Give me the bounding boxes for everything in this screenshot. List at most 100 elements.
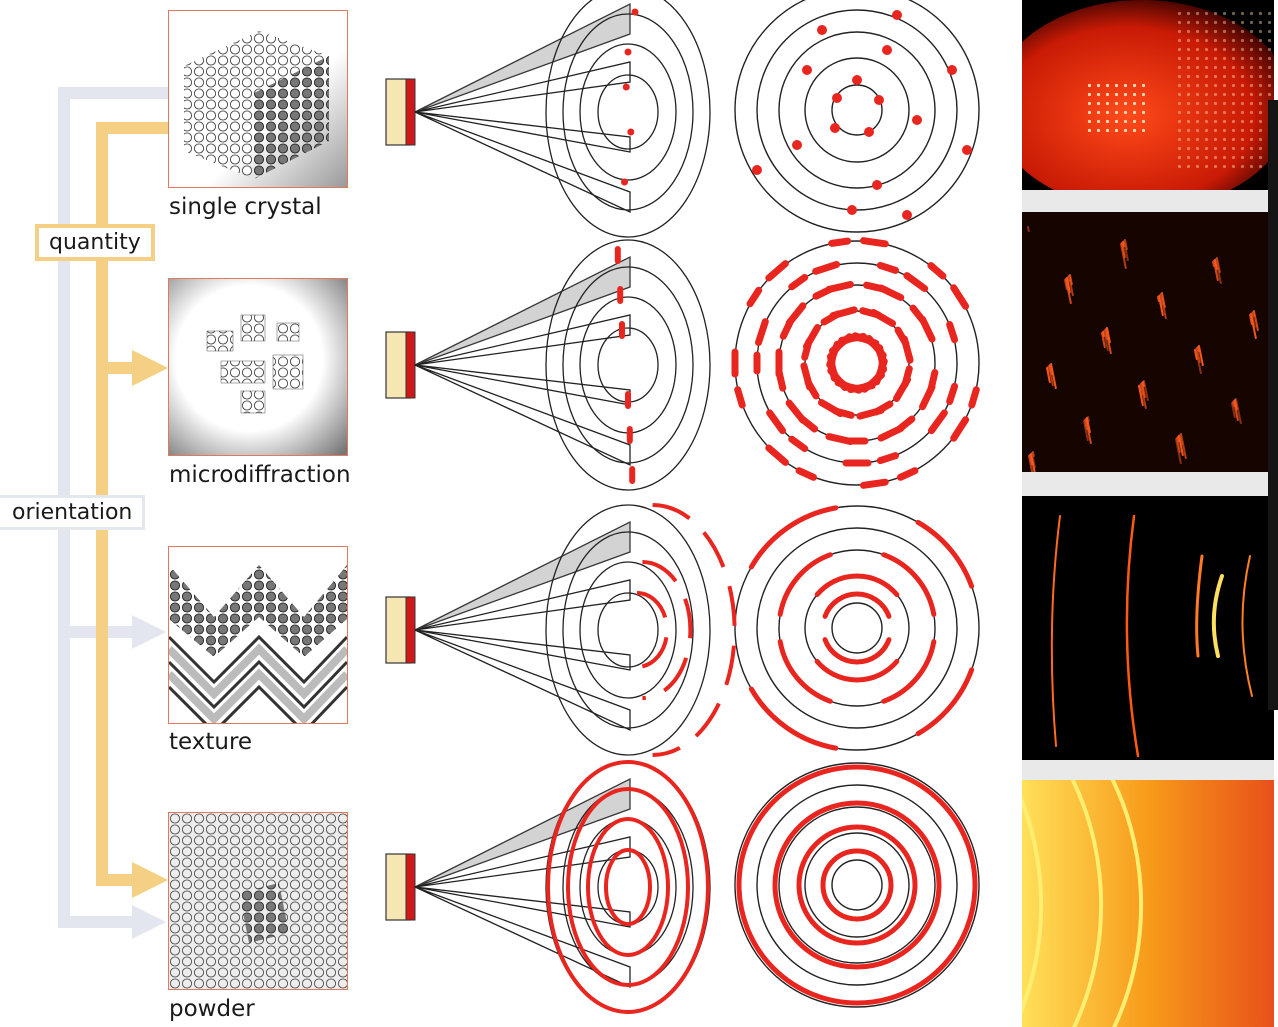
photo-streak	[1179, 434, 1183, 445]
detector-ellipse-side	[562, 531, 694, 729]
grain-cluster-graphic	[169, 279, 347, 455]
diffraction-arc	[822, 637, 892, 665]
photo-streak	[1106, 327, 1111, 343]
photo-streak	[1175, 438, 1182, 464]
row-label-microdiffraction: microdiffraction	[169, 462, 351, 488]
photo-streak	[1197, 346, 1200, 352]
photo-streak	[1123, 240, 1129, 261]
diffraction-ring-side	[586, 817, 670, 957]
diffraction-streak	[946, 320, 959, 344]
photo-streak	[1196, 347, 1201, 363]
photo-streak	[1048, 365, 1054, 386]
photo-streak	[1214, 259, 1218, 270]
diffraction-spot	[847, 205, 857, 215]
photo-powder	[1022, 780, 1274, 1027]
powder-rings-photo	[1022, 780, 1274, 1027]
photo-streak	[1069, 274, 1073, 285]
row-label-texture: texture	[169, 729, 253, 755]
diffraction-streak	[950, 284, 970, 310]
photo-streak	[1249, 314, 1253, 325]
powder-grains-graphic	[169, 813, 347, 989]
sample-image-powder	[168, 812, 348, 990]
xray-source-window	[405, 596, 416, 664]
photo-streak	[1252, 311, 1255, 317]
photo-streak	[1064, 279, 1068, 290]
diffraction-streak	[876, 344, 888, 373]
quantity-arrowhead	[132, 862, 168, 898]
diffraction-arc	[748, 686, 839, 751]
detector-ring	[756, 527, 958, 729]
photo-separator	[1022, 760, 1274, 780]
photo-streak	[1178, 435, 1184, 456]
photo-streak	[1124, 239, 1128, 250]
quantity-label: quantity	[35, 224, 155, 261]
diffraction-streak	[754, 318, 769, 347]
diffraction-streak	[903, 272, 929, 293]
quantity-arrowhead	[132, 350, 168, 386]
photo-streak	[1234, 399, 1238, 410]
photo-streak	[1213, 260, 1219, 281]
single-crystal-pattern-photo	[1022, 0, 1274, 190]
orientation-arrowhead	[132, 615, 166, 649]
photo-streak	[1157, 296, 1160, 302]
detector-ring	[831, 602, 883, 654]
detector-ring	[734, 505, 980, 751]
diffraction-streak	[800, 362, 814, 391]
diffraction-cone	[414, 886, 631, 989]
row-label-single-crystal: single crystal	[169, 194, 322, 220]
diffraction-spot	[962, 145, 972, 155]
diffraction-streak	[766, 409, 787, 435]
diffraction-streak	[788, 273, 809, 291]
photo-streak	[1122, 241, 1125, 247]
diffraction-streak	[859, 478, 889, 489]
photo-streak	[1180, 433, 1187, 459]
photo-streak	[1158, 295, 1164, 316]
diffraction-cone	[414, 364, 631, 467]
xray-source-window	[405, 78, 416, 146]
photo-streak	[1046, 367, 1051, 383]
photo-separator	[1022, 190, 1274, 212]
detector-ellipse-side	[562, 266, 694, 464]
diffraction-spot	[802, 65, 812, 75]
diffraction-ring	[796, 824, 918, 946]
diffraction-spot	[872, 180, 882, 190]
diffraction-cone	[414, 111, 631, 153]
photo-streak	[1177, 436, 1180, 442]
xray-source-window	[405, 853, 416, 921]
diffraction-streak	[828, 237, 852, 247]
photo-streak	[1233, 400, 1239, 421]
photo-streak	[1101, 332, 1106, 348]
diffraction-spot-side	[622, 83, 630, 91]
texture-arcs-photo	[1022, 496, 1274, 760]
diffraction-streak	[946, 382, 959, 406]
detector-ellipse-side	[579, 818, 677, 956]
detector-ring	[804, 832, 910, 938]
photo-edge-bar	[1268, 100, 1278, 710]
diffraction-arc	[915, 519, 975, 589]
photo-streak	[1139, 384, 1143, 395]
photo-streak	[1068, 275, 1074, 296]
diffraction-streak	[765, 260, 789, 282]
photo-streak	[1231, 402, 1236, 418]
diffraction-spot	[792, 140, 802, 150]
diffraction-arc	[822, 591, 892, 619]
detector-ring	[778, 31, 936, 189]
diffraction-arc-side	[642, 560, 693, 700]
photo-streak	[1065, 278, 1072, 304]
sample-image-texture	[168, 546, 348, 724]
diffraction-streak	[802, 323, 821, 351]
photo-streak	[1066, 277, 1071, 293]
photo-streak	[1235, 398, 1242, 424]
diffraction-spot-side	[624, 48, 632, 56]
orientation-arrowhead	[132, 905, 166, 939]
photo-streak	[1047, 366, 1050, 372]
photo-streak	[1103, 330, 1109, 351]
diffraction-arc	[881, 552, 937, 617]
diffraction-cone	[414, 314, 631, 366]
diffraction-streak	[817, 399, 845, 418]
diffraction-streak	[877, 425, 905, 442]
diffraction-arc	[881, 639, 937, 704]
diffraction-spot-side	[621, 178, 628, 186]
diffraction-spot	[947, 65, 957, 75]
diffraction-streak	[746, 286, 763, 308]
